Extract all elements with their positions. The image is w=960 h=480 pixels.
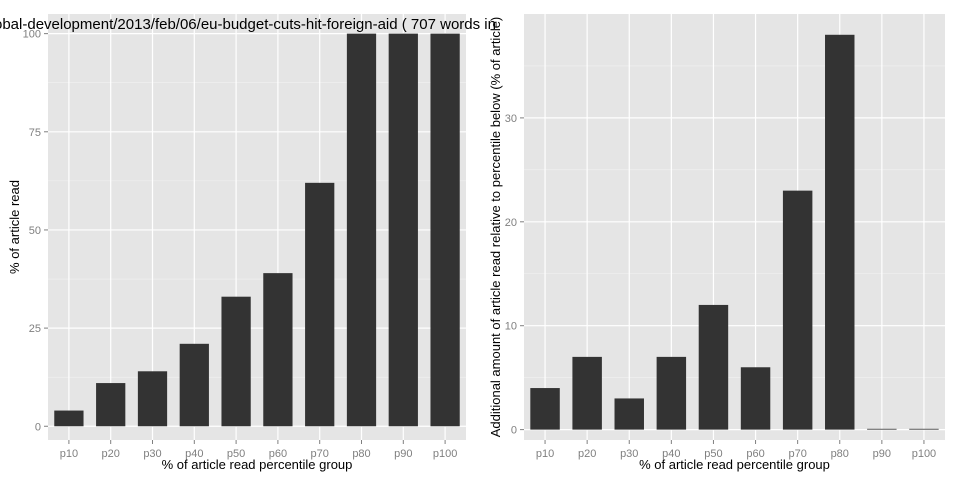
chart-right: 0 10 20 30 p10 p20 p30 p40 p50 p60 p70 p80 p90 p100 % … [488, 14, 945, 472]
x-tick-label: p80 [831, 448, 849, 460]
bar-p10 [530, 388, 560, 430]
x-tick-label: p80 [352, 448, 370, 460]
y-tick-label: 25 [29, 323, 41, 335]
bar-p80 [346, 33, 377, 427]
y-tick-label: 10 [505, 321, 517, 333]
bar-p90 [867, 428, 897, 430]
bar-p30 [614, 398, 644, 430]
bar-p40 [656, 356, 687, 430]
x-axis-title: % of article read percentile group [162, 457, 353, 472]
x-tick-label: p20 [102, 448, 120, 460]
bar-p100 [430, 33, 460, 427]
x-tick-label: p90 [394, 448, 412, 460]
x-tick-label: p30 [143, 448, 161, 460]
x-tick-label: p50 [704, 448, 722, 460]
bar-p70 [782, 190, 813, 430]
x-tick-label: p40 [662, 448, 680, 460]
y-tick-label: 100 [23, 29, 41, 41]
bar-p50 [698, 304, 729, 430]
x-tick-label: p50 [227, 448, 245, 460]
bar-p60 [263, 273, 293, 427]
bar-p70 [305, 182, 335, 427]
bar-p20 [572, 356, 602, 430]
chart-left: 0 25 50 75 100 p10 p20 p30 p40 p50 p60 p70 p80 p90 p10… [0, 14, 496, 472]
y-tick-label: 20 [505, 217, 517, 229]
x-tick-label: p40 [185, 448, 203, 460]
y-tick-label: 30 [505, 113, 517, 125]
bar-p30 [137, 371, 168, 427]
bar-p90 [388, 33, 418, 427]
y-axis-title: Additional amount of article read relati… [488, 17, 503, 438]
bar-p40 [179, 343, 209, 427]
x-tick-label: p70 [311, 448, 329, 460]
x-tick-label: p60 [746, 448, 764, 460]
x-tick-label: p100 [433, 448, 457, 460]
x-tick-label: p20 [578, 448, 596, 460]
x-tick-label: p60 [269, 448, 287, 460]
y-tick-label: 75 [29, 127, 41, 139]
bar-p60 [740, 367, 771, 430]
y-tick-label: 50 [29, 225, 41, 237]
x-tick-label: p10 [60, 448, 78, 460]
bar-p80 [825, 34, 855, 430]
x-tick-label: p90 [873, 448, 891, 460]
x-tick-label: p30 [620, 448, 638, 460]
x-tick-label: p10 [536, 448, 554, 460]
y-tick-label: 0 [35, 421, 41, 433]
y-axis-title: % of article read [7, 180, 22, 274]
bar-p50 [221, 296, 251, 427]
bar-p100 [909, 428, 939, 430]
bar-p10 [54, 410, 84, 427]
x-axis-title: % of article read percentile group [639, 457, 830, 472]
bar-p20 [96, 383, 126, 427]
x-tick-label: p100 [912, 448, 936, 460]
x-tick-label: p70 [788, 448, 806, 460]
plot-title: obal-development/2013/feb/06/eu-budget-c… [0, 16, 496, 33]
y-tick-label: 0 [511, 425, 517, 437]
